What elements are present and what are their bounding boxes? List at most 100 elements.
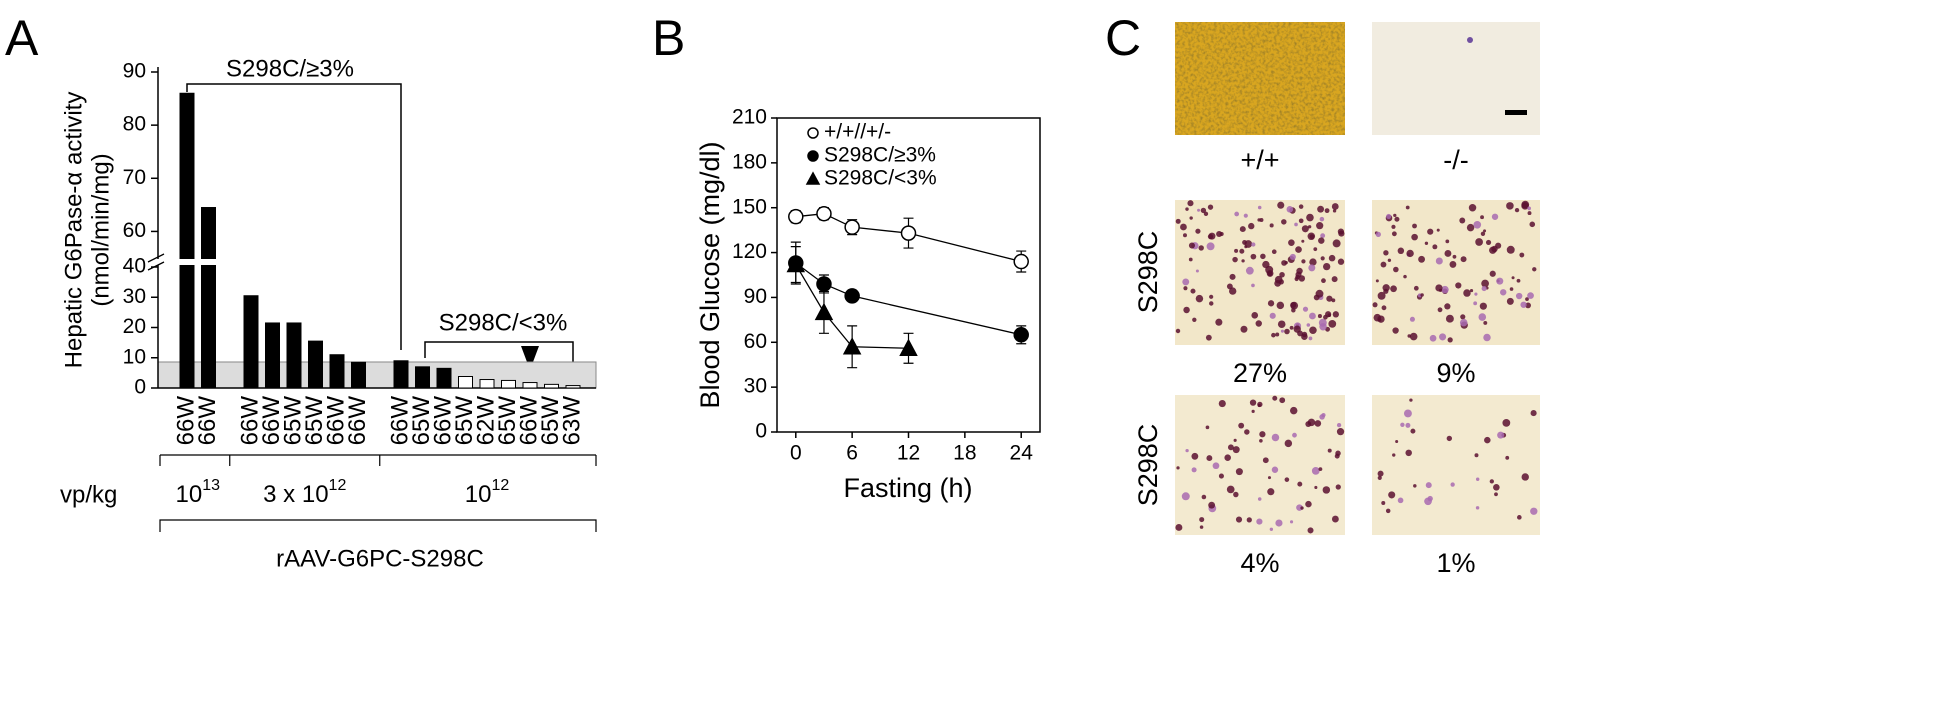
cell	[1478, 313, 1487, 321]
cell	[1409, 398, 1413, 402]
cell	[1182, 233, 1187, 238]
bar	[436, 367, 452, 389]
scale-bar	[1505, 110, 1527, 115]
cell	[1191, 467, 1197, 473]
x-tick-label: 66W	[386, 396, 413, 446]
cell	[1436, 228, 1440, 232]
cell	[1397, 497, 1404, 504]
y-tick-label: 210	[732, 106, 767, 129]
cell	[1234, 211, 1240, 217]
cell	[1188, 242, 1195, 249]
x-tick-label: 12	[897, 442, 920, 465]
cell	[1469, 288, 1474, 293]
y-tick-label: 0	[134, 376, 146, 399]
cell	[1393, 213, 1397, 218]
x-tick-label: 66W	[194, 396, 221, 446]
bar	[544, 383, 559, 389]
cell	[1439, 333, 1447, 341]
marker	[788, 208, 804, 225]
cell	[1294, 222, 1298, 227]
cell	[1475, 477, 1480, 481]
cell	[1257, 205, 1262, 210]
cell	[1424, 241, 1429, 245]
cell	[1455, 282, 1462, 289]
cell	[1207, 234, 1214, 240]
cell	[1516, 278, 1521, 283]
cell	[1452, 254, 1457, 259]
x-tick-label: 65W	[408, 396, 435, 446]
cell	[1377, 470, 1384, 477]
cell	[1320, 233, 1326, 239]
cell	[1460, 256, 1467, 263]
cell	[1387, 258, 1392, 262]
cell	[1480, 215, 1484, 220]
cell	[1239, 226, 1246, 233]
cell	[1298, 218, 1304, 224]
cell	[1493, 483, 1500, 491]
x-label: Fasting (h)	[843, 473, 972, 503]
cell	[1331, 298, 1336, 303]
cell	[1183, 286, 1188, 291]
cell	[1331, 276, 1338, 283]
cell	[1386, 213, 1392, 219]
group-title: rAAV-G6PC-S298C	[276, 545, 484, 572]
cell	[1207, 204, 1214, 210]
dose-exponent: 13	[202, 477, 220, 494]
cell	[1480, 231, 1486, 236]
cell	[1206, 455, 1213, 462]
y-label: (nmol/min/mg)	[87, 153, 114, 306]
cell	[1380, 261, 1387, 268]
panel-label: C	[1105, 10, 1141, 66]
cell	[1288, 239, 1295, 246]
cell	[1281, 260, 1287, 266]
cell	[1331, 203, 1339, 210]
cell	[1224, 454, 1231, 461]
dose-exponent: 12	[491, 477, 509, 494]
cell	[1383, 250, 1389, 256]
cell	[1292, 432, 1297, 438]
cell	[1375, 231, 1381, 238]
cell	[1425, 482, 1432, 489]
cell	[1525, 297, 1529, 301]
cell	[1530, 410, 1537, 417]
marker	[816, 205, 832, 222]
cell	[1246, 517, 1252, 523]
cell	[1244, 429, 1250, 435]
y-tick-label: 90	[123, 60, 146, 83]
cell	[1489, 270, 1496, 277]
cell	[1337, 228, 1345, 235]
cell	[1390, 285, 1397, 293]
cell	[1391, 231, 1397, 237]
bar	[179, 92, 195, 389]
axis-break-gap	[148, 259, 162, 265]
cell	[1269, 527, 1274, 531]
cell	[1435, 284, 1443, 292]
cell	[1257, 497, 1262, 501]
axis-break-gap	[179, 259, 195, 265]
cell	[1267, 476, 1272, 480]
cell	[1269, 223, 1274, 228]
cell	[1475, 506, 1480, 510]
cell	[1400, 422, 1405, 427]
cell	[1506, 297, 1514, 305]
legend-marker	[807, 150, 819, 162]
cell	[1381, 501, 1386, 505]
marker	[814, 302, 834, 321]
cell	[1435, 257, 1443, 265]
x-tick-label: 24	[1010, 442, 1034, 465]
bar	[329, 354, 345, 389]
cell	[1209, 294, 1214, 299]
cell	[1483, 320, 1488, 325]
cell	[1429, 334, 1437, 342]
cell	[1295, 246, 1302, 253]
cell	[1242, 240, 1247, 245]
cell	[1205, 334, 1212, 341]
cell	[1260, 253, 1266, 260]
cell	[1382, 284, 1390, 292]
cell	[1262, 260, 1270, 269]
cell	[1517, 515, 1522, 520]
cell	[1413, 285, 1419, 291]
bar	[393, 360, 409, 389]
percentage: 9%	[1436, 358, 1475, 388]
cell	[1232, 446, 1240, 454]
